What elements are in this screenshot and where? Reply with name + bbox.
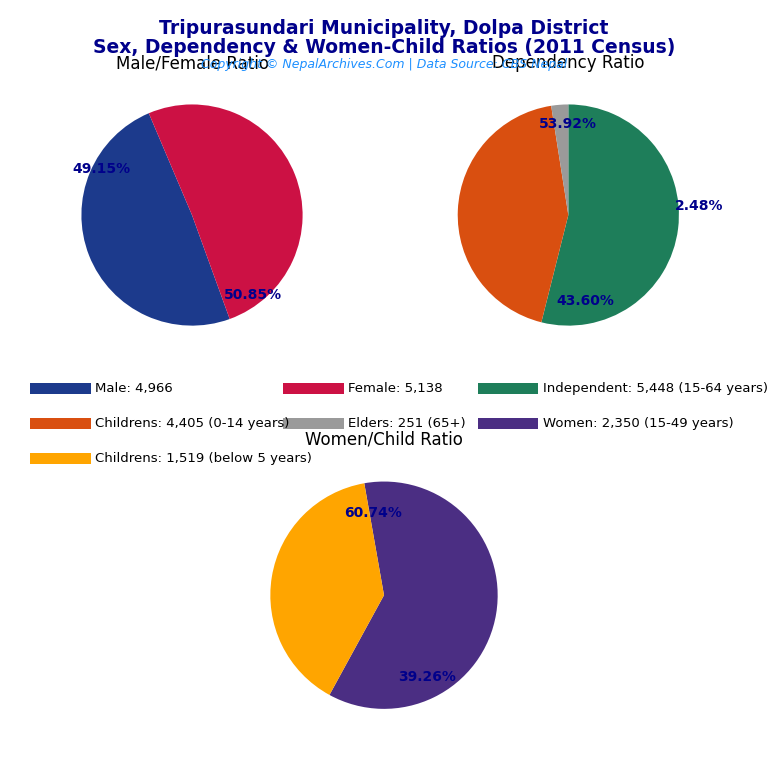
Text: Childrens: 1,519 (below 5 years): Childrens: 1,519 (below 5 years) [95,452,312,465]
Text: Male: 4,966: Male: 4,966 [95,382,173,396]
Text: Female: 5,138: Female: 5,138 [348,382,442,396]
Bar [478,419,538,429]
Title: Women/Child Ratio: Women/Child Ratio [305,431,463,449]
Text: Childrens: 4,405 (0-14 years): Childrens: 4,405 (0-14 years) [95,418,290,430]
Text: 50.85%: 50.85% [223,288,282,302]
Bar [478,383,538,395]
Text: 43.60%: 43.60% [556,294,614,308]
Bar [30,453,91,465]
Wedge shape [458,106,568,323]
Wedge shape [149,104,303,319]
Bar [30,419,91,429]
Text: 39.26%: 39.26% [399,670,456,684]
Text: Copyright © NepalArchives.Com | Data Source: CBS Nepal: Copyright © NepalArchives.Com | Data Sou… [201,58,567,71]
Text: 2.48%: 2.48% [674,199,723,214]
Text: Tripurasundari Municipality, Dolpa District: Tripurasundari Municipality, Dolpa Distr… [159,19,609,38]
Wedge shape [329,482,498,709]
Bar [30,383,91,395]
Text: Elders: 251 (65+): Elders: 251 (65+) [348,418,465,430]
Bar [283,383,343,395]
Text: 53.92%: 53.92% [539,118,598,131]
Wedge shape [81,113,230,326]
Text: Sex, Dependency & Women-Child Ratios (2011 Census): Sex, Dependency & Women-Child Ratios (20… [93,38,675,58]
Wedge shape [541,104,679,326]
Text: 49.15%: 49.15% [72,161,131,176]
Wedge shape [270,483,384,695]
Title: Dependency Ratio: Dependency Ratio [492,55,644,72]
Title: Male/Female Ratio: Male/Female Ratio [115,55,269,72]
Text: Women: 2,350 (15-49 years): Women: 2,350 (15-49 years) [543,418,733,430]
Bar [283,419,343,429]
Wedge shape [551,104,568,215]
Text: 60.74%: 60.74% [344,506,402,521]
Text: Independent: 5,448 (15-64 years): Independent: 5,448 (15-64 years) [543,382,768,396]
